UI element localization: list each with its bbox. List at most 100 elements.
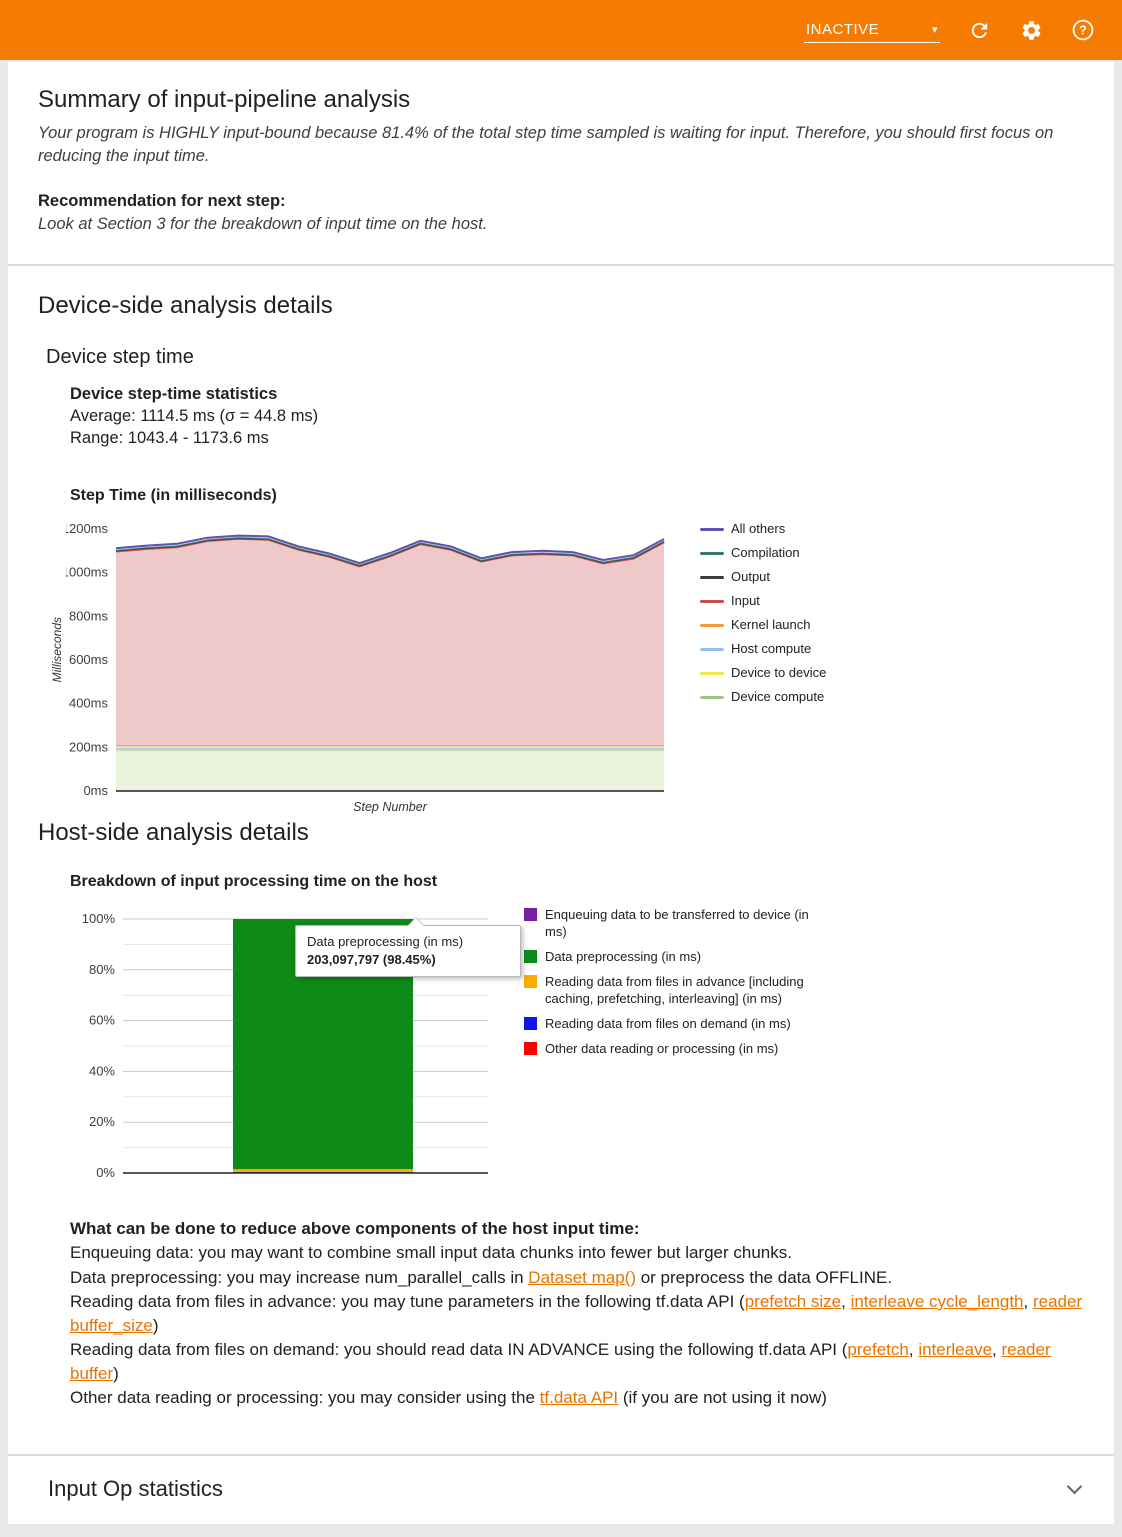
analysis-section: Device-side analysis details Device step… xyxy=(8,263,1114,1455)
legend-item: Reading data from files on demand (in ms… xyxy=(524,1016,824,1033)
advice-title: What can be done to reduce above compone… xyxy=(70,1219,640,1239)
device-step-time-chart: 0ms 200ms 400ms 600ms 800ms 1000ms 1200ms Step … xyxy=(66,521,665,814)
refresh-icon xyxy=(968,19,991,42)
legend-label: Data preprocessing (in ms) xyxy=(545,949,702,965)
advice-link[interactable]: reader buffer_size xyxy=(70,1291,1083,1335)
legend-line-swatch xyxy=(700,576,724,580)
legend-item: Reading data from files in advance [incl… xyxy=(524,974,824,1008)
capture-status-dropdown[interactable]: INACTIVE ▾ xyxy=(804,18,940,43)
advice-line: Reading data from files in advance: you … xyxy=(70,1290,1084,1338)
advice-link[interactable]: interleave xyxy=(918,1339,993,1359)
advice-text: , xyxy=(1023,1291,1033,1311)
legend-item: Device compute xyxy=(700,689,826,706)
summary-title: Summary of input-pipeline analysis xyxy=(38,86,411,113)
stats-average: Average: 1114.5 ms (σ = 44.8 ms) xyxy=(70,406,319,425)
advice-text: Enqueuing data: you may want to combine … xyxy=(70,1243,792,1263)
advice-link[interactable]: tf.data API xyxy=(539,1388,619,1408)
gear-icon xyxy=(1020,19,1043,42)
svg-text:1200ms: 1200ms xyxy=(66,521,108,536)
legend-square-swatch xyxy=(524,1016,537,1030)
chart-tooltip: Data preprocessing (in ms) 203,097,797 (… xyxy=(295,918,521,978)
host-advice-block: What can be done to reduce above compone… xyxy=(70,1217,1084,1410)
legend-item: Compilation xyxy=(700,545,826,562)
advice-link[interactable]: Dataset map() xyxy=(528,1267,636,1287)
stats-title: Device step-time statistics xyxy=(70,384,278,403)
status-label: INACTIVE xyxy=(806,20,880,38)
svg-text:20%: 20% xyxy=(89,1115,115,1130)
tooltip-title: Data preprocessing (in ms) xyxy=(307,934,464,950)
legend-square-swatch xyxy=(524,908,537,922)
legend-label: Compilation xyxy=(731,545,800,561)
advice-text: (if you are not using it now) xyxy=(618,1388,827,1408)
device-analysis-title: Device-side analysis details xyxy=(38,291,333,319)
chevron-down-icon[interactable] xyxy=(1066,1478,1083,1495)
y-axis-title: Milliseconds xyxy=(50,616,64,682)
legend-label: Device compute xyxy=(731,688,825,704)
legend-item: All others xyxy=(700,521,826,538)
device-step-time-title: Device step time xyxy=(46,345,194,368)
device-chart-legend: All others Compilation Output Input Kernel l… xyxy=(700,519,826,705)
legend-label: Device to device xyxy=(731,664,827,680)
advice-line: Enqueuing data: you may want to combine … xyxy=(70,1241,1084,1265)
legend-line-swatch xyxy=(700,647,724,651)
advice-line: Data preprocessing: you may increase num… xyxy=(70,1266,1084,1290)
device-step-time-chart-block: Step Time (in milliseconds) Milliseconds… xyxy=(38,487,1084,819)
chevron-down-icon: ▾ xyxy=(931,23,938,36)
svg-text:0ms: 0ms xyxy=(83,783,108,798)
legend-line-swatch xyxy=(700,623,724,627)
advice-line: Other data reading or processing: you ma… xyxy=(70,1386,1084,1410)
legend-square-swatch xyxy=(524,975,537,988)
advice-link[interactable]: interleave cycle_length xyxy=(850,1291,1024,1311)
device-step-time-stats: Device step-time statistics Average: 111… xyxy=(70,383,1084,450)
svg-text:200ms: 200ms xyxy=(69,740,109,755)
summary-body: Your program is HIGHLY input-bound becau… xyxy=(38,124,1054,165)
advice-line: Reading data from files on demand: you s… xyxy=(70,1338,1084,1386)
legend-line-swatch xyxy=(700,671,724,675)
host-analysis-title: Host-side analysis details xyxy=(38,819,309,847)
host-chart-title: Breakdown of input processing time on th… xyxy=(70,873,438,891)
device-chart-title: Step Time (in milliseconds) xyxy=(70,487,277,505)
advice-text: , xyxy=(992,1339,1002,1359)
stats-range: Range: 1043.4 - 1173.6 ms xyxy=(70,429,269,448)
legend-square-swatch xyxy=(524,950,537,964)
svg-text:?: ? xyxy=(1079,24,1087,38)
tooltip-arrow xyxy=(408,918,424,927)
svg-text:60%: 60% xyxy=(89,1013,115,1028)
advice-text: ) xyxy=(152,1315,159,1335)
legend-item: Device to device xyxy=(700,665,826,682)
recommendation-label: Recommendation for next step: xyxy=(38,191,286,210)
refresh-button[interactable] xyxy=(966,17,992,43)
input-op-statistics-title: Input Op statistics xyxy=(48,1476,223,1502)
legend-label: Input xyxy=(731,593,760,608)
help-icon: ? xyxy=(1071,18,1095,42)
advice-text: , xyxy=(841,1291,851,1311)
legend-label: Kernel launch xyxy=(731,616,811,632)
recommendation-body: Look at Section 3 for the breakdown of i… xyxy=(38,214,488,233)
svg-text:600ms: 600ms xyxy=(69,652,109,667)
legend-square-swatch xyxy=(524,1041,537,1055)
svg-text:400ms: 400ms xyxy=(69,696,109,711)
svg-text:800ms: 800ms xyxy=(69,609,109,624)
settings-button[interactable] xyxy=(1018,17,1044,43)
advice-lines: Enqueuing data: you may want to combine … xyxy=(70,1241,1084,1410)
legend-line-swatch xyxy=(700,695,724,699)
legend-line-swatch xyxy=(700,552,724,556)
legend-item: Output xyxy=(700,569,826,586)
svg-text:Step Number: Step Number xyxy=(353,800,427,814)
advice-text: ) xyxy=(113,1364,119,1384)
legend-label: Reading data from files on demand (in ms… xyxy=(545,1015,791,1031)
help-button[interactable]: ? xyxy=(1070,17,1096,43)
advice-text: or preprocess the data OFFLINE. xyxy=(636,1267,893,1287)
legend-item: Kernel launch xyxy=(700,617,826,634)
summary-section: Summary of input-pipeline analysis Your … xyxy=(8,62,1114,264)
advice-text: Reading data from files on demand: you s… xyxy=(70,1339,848,1359)
advice-text: Reading data from files in advance: you … xyxy=(70,1291,745,1311)
legend-label: Host compute xyxy=(731,640,812,656)
tooltip-value: 203,097,797 (98.45%) xyxy=(307,952,436,968)
advice-link[interactable]: reader buffer xyxy=(70,1339,1051,1384)
advice-text: , xyxy=(908,1339,919,1359)
advice-link[interactable]: prefetch xyxy=(847,1339,909,1359)
legend-item: Data preprocessing (in ms) xyxy=(524,949,824,966)
input-op-statistics-section[interactable]: Input Op statistics xyxy=(8,1454,1114,1525)
advice-link[interactable]: prefetch size xyxy=(744,1291,842,1311)
